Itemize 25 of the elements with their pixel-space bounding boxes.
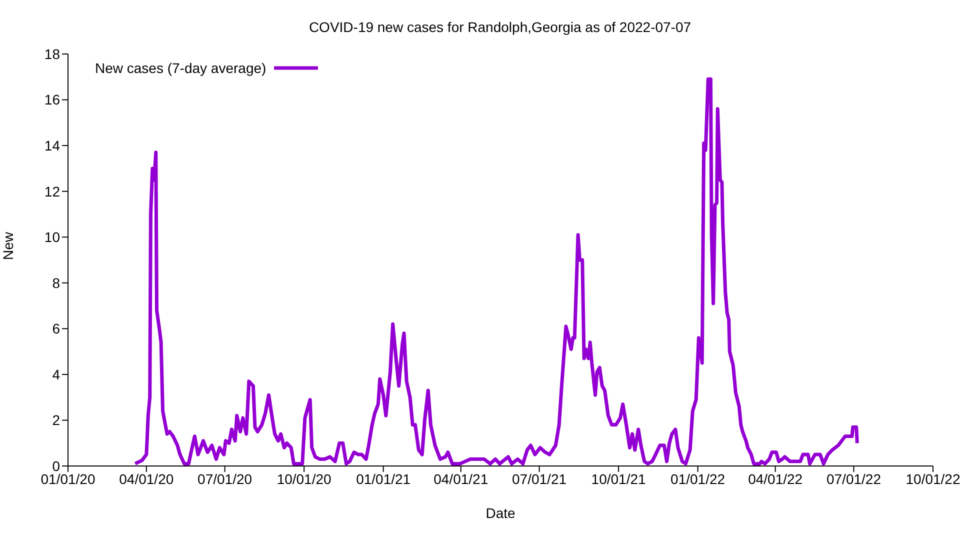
x-axis-title: Date [486,505,516,521]
y-axis-title: New [0,231,16,260]
y-tick-label: 18 [44,46,60,62]
x-tick-label: 04/01/22 [748,470,803,487]
x-tick-label: 10/01/22 [906,470,960,487]
x-tick-label: 10/01/21 [591,470,646,487]
y-tick-label: 14 [44,138,60,154]
x-tick-label: 10/01/20 [276,470,332,487]
x-tick-label: 07/01/21 [512,470,567,487]
y-tick-label: 12 [44,183,60,200]
x-tick-label: 01/01/21 [356,470,411,487]
x-tick-label: 07/01/20 [198,470,252,487]
y-tick-label: 6 [52,320,60,337]
y-tick-label: 16 [44,92,60,108]
x-tick-label: 04/01/20 [119,470,174,487]
x-tick-label: 07/01/22 [826,470,882,487]
x-tick-label: 01/01/22 [670,470,726,487]
y-tick-label: 4 [52,366,60,382]
y-tick-label: 2 [52,412,60,428]
line-series [133,77,859,466]
legend-label: New cases (7-day average) [95,60,266,76]
y-tick-label: 10 [44,229,60,246]
x-tick-label: 04/01/21 [434,470,488,487]
y-tick-label: 8 [52,274,60,291]
chart-title: COVID-19 new cases for Randolph,Georgia as of 2022-07-07 [308,19,692,35]
